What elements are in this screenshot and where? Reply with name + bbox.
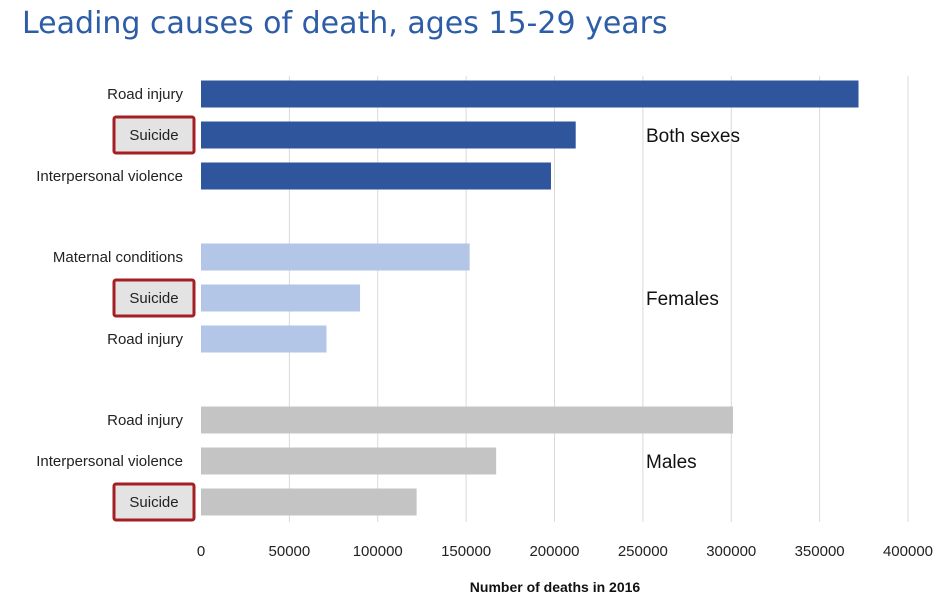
bar [201,447,497,475]
group-label: Females [646,289,719,310]
category-label: Road injury [107,86,183,103]
category-label: Road injury [107,412,183,429]
category-label: Suicide [129,290,178,307]
category-label: Interpersonal violence [36,168,183,185]
bar [201,284,361,312]
x-tick-label: 100000 [353,543,403,560]
x-axis-title: Number of deaths in 2016 [470,579,641,595]
category-label: Suicide [129,127,178,144]
category-label: Interpersonal violence [36,453,183,470]
category-label: Maternal conditions [53,249,183,266]
bar [201,162,551,190]
x-tick-label: 150000 [441,543,491,560]
x-tick-label: 0 [197,543,205,560]
chart-title: Leading causes of death, ages 15-29 year… [22,6,668,41]
category-label: Suicide [129,494,178,511]
x-tick-label: 300000 [706,543,756,560]
bar [201,121,576,149]
bars [201,80,859,516]
x-tick-label: 200000 [529,543,579,560]
bar [201,406,734,434]
gridlines [288,76,909,522]
bar [201,488,417,516]
bar [201,325,327,353]
x-tick-label: 350000 [795,543,845,560]
category-label: Road injury [107,331,183,348]
bar [201,243,470,271]
group-label: Both sexes [646,126,740,147]
x-tick-label: 250000 [618,543,668,560]
highlight-box [112,482,196,522]
x-axis-ticks: 0 50000 100000 150000 200000 250000 300000 3500… [197,543,933,560]
group-label: Males [646,452,697,473]
x-tick-label: 50000 [269,543,311,560]
highlight-box [112,115,196,155]
category-labels: Road injury Suicide Interpersonal violence… [36,86,196,522]
highlight-box [112,278,196,318]
bar [201,80,859,108]
x-tick-label: 400000 [883,543,933,560]
group-labels: Both sexes Females Males [646,126,740,473]
